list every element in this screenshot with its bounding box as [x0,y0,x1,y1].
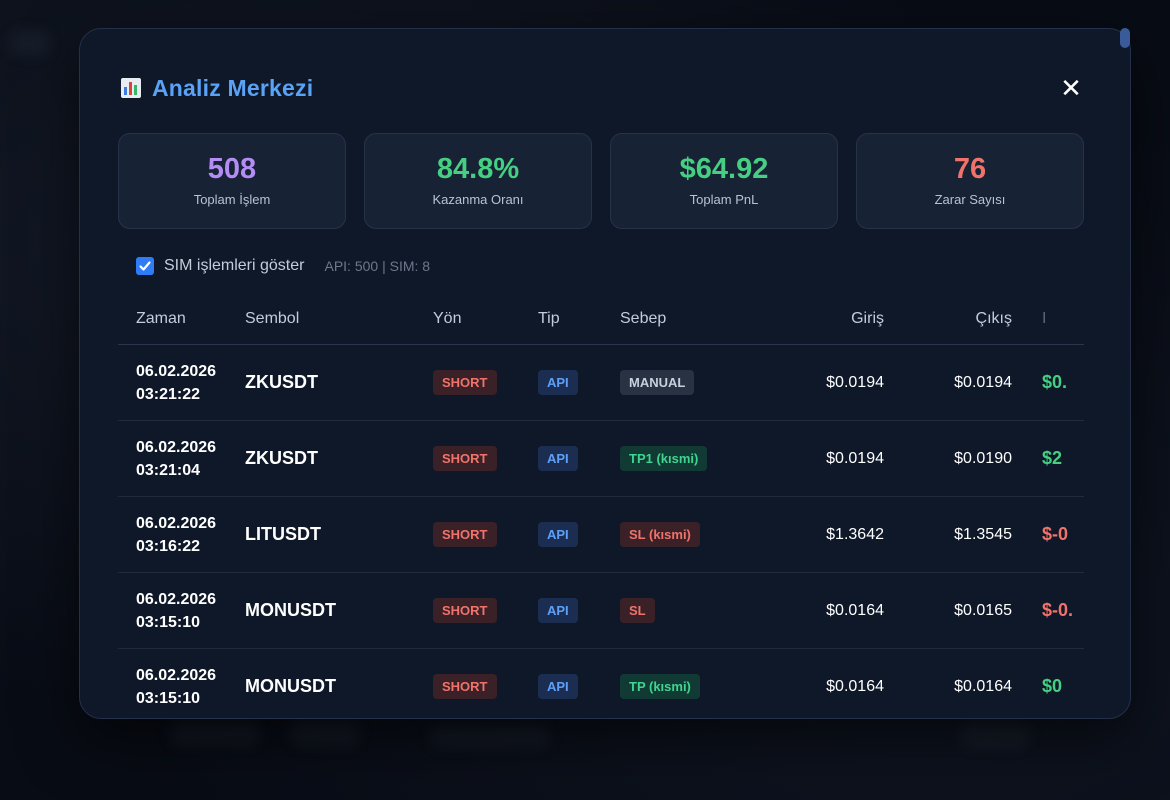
entry-price: $0.0194 [826,373,884,391]
trades-table: Zaman Sembol Yön Tip Sebep Giriş Çıkış I… [118,293,1084,718]
trade-date: 06.02.2026 [136,666,217,684]
header-symbol[interactable]: Sembol [245,309,300,327]
checkmark-icon [139,261,151,271]
trade-time: 03:16:22 [136,537,201,555]
stat-card-total-trades: 508 Toplam İşlem [118,133,346,229]
table-row[interactable]: 06.02.2026 03:21:04 ZKUSDT SHORT API TP1… [118,421,1084,497]
stat-label: Kazanma Oranı [432,192,524,207]
trade-symbol: MONUSDT [245,600,336,620]
trade-time: 03:15:10 [136,689,201,707]
stats-row: 508 Toplam İşlem 84.8% Kazanma Oranı $64… [118,133,1084,229]
trade-time: 03:21:22 [136,385,201,403]
modal-header: Analiz Merkezi ✕ [120,71,1090,105]
header-pnl[interactable]: I [1042,309,1047,327]
sim-counts: API: 500 | SIM: 8 [324,258,431,274]
pnl-value: $0 [1042,676,1063,696]
header-time[interactable]: Zaman [136,309,186,327]
trade-date: 06.02.2026 [136,590,217,608]
close-button[interactable]: ✕ [1060,72,1082,103]
direction-badge: SHORT [433,370,497,395]
header-reason[interactable]: Sebep [620,309,667,327]
time-cell: 06.02.2026 03:15:10 [118,664,245,710]
type-badge: API [538,446,578,471]
table-row[interactable]: 06.02.2026 03:15:10 MONUSDT SHORT API TP… [118,649,1084,718]
background-blur [290,720,360,746]
pnl-value: $0. [1042,372,1068,392]
modal-title: Analiz Merkezi [152,74,314,101]
type-badge: API [538,522,578,547]
reason-badge: TP (kısmi) [620,674,700,699]
stat-card-win-rate: 84.8% Kazanma Oranı [364,133,592,229]
reason-badge: TP1 (kısmi) [620,446,708,471]
background-blur [10,30,50,56]
stat-card-loss-count: 76 Zarar Sayısı [856,133,1084,229]
exit-price: $1.3545 [954,525,1012,543]
reason-badge: SL [620,598,655,623]
direction-badge: SHORT [433,674,497,699]
type-badge: API [538,674,578,699]
stat-label: Toplam İşlem [193,192,271,207]
exit-price: $0.0165 [954,601,1012,619]
sim-filter: SIM işlemleri göster API: 500 | SIM: 8 [136,257,430,275]
pnl-value: $-0 [1042,524,1069,544]
entry-price: $0.0194 [826,449,884,467]
stat-value: $64.92 [679,153,769,185]
trade-symbol: MONUSDT [245,676,336,696]
background-blur [960,724,1030,748]
header-entry[interactable]: Giriş [851,309,884,327]
sim-checkbox[interactable] [136,257,154,275]
header-direction[interactable]: Yön [433,309,462,327]
entry-price: $1.3642 [826,525,884,543]
table-row[interactable]: 06.02.2026 03:15:10 MONUSDT SHORT API SL… [118,573,1084,649]
time-cell: 06.02.2026 03:21:22 [118,360,245,406]
analysis-modal: Analiz Merkezi ✕ 508 Toplam İşlem 84.8% … [79,28,1131,719]
exit-price: $0.0164 [954,677,1012,695]
trade-date: 06.02.2026 [136,438,217,456]
direction-badge: SHORT [433,522,497,547]
direction-badge: SHORT [433,598,497,623]
stat-value: 508 [207,153,257,185]
trade-date: 06.02.2026 [136,514,217,532]
entry-price: $0.0164 [826,677,884,695]
header-exit[interactable]: Çıkış [975,309,1012,327]
exit-price: $0.0194 [954,373,1012,391]
header-type[interactable]: Tip [538,309,560,327]
stat-card-total-pnl: $64.92 Toplam PnL [610,133,838,229]
reason-badge: SL (kısmi) [620,522,700,547]
trade-symbol: ZKUSDT [245,448,318,468]
exit-price: $0.0190 [954,449,1012,467]
table-header: Zaman Sembol Yön Tip Sebep Giriş Çıkış I [118,293,1084,345]
trade-time: 03:21:04 [136,461,201,479]
type-badge: API [538,598,578,623]
stat-label: Zarar Sayısı [934,192,1006,207]
pnl-value: $-0. [1042,600,1074,620]
trade-time: 03:15:10 [136,613,201,631]
time-cell: 06.02.2026 03:21:04 [118,436,245,482]
stat-label: Toplam PnL [689,192,759,207]
bar-chart-icon [121,78,141,98]
title-group: Analiz Merkezi [120,75,313,102]
entry-price: $0.0164 [826,601,884,619]
scrollbar-thumb[interactable] [1120,28,1130,48]
time-cell: 06.02.2026 03:16:22 [118,512,245,558]
time-cell: 06.02.2026 03:15:10 [118,588,245,634]
sim-checkbox-label[interactable]: SIM işlemleri göster [164,257,305,274]
background-blur [170,720,260,746]
trade-symbol: LITUSDT [245,524,321,544]
direction-badge: SHORT [433,446,497,471]
stat-value: 76 [953,153,987,185]
table-row[interactable]: 06.02.2026 03:21:22 ZKUSDT SHORT API MAN… [118,345,1084,421]
table-row[interactable]: 06.02.2026 03:16:22 LITUSDT SHORT API SL… [118,497,1084,573]
trade-symbol: ZKUSDT [245,372,318,392]
reason-badge: MANUAL [620,370,695,395]
stat-value: 84.8% [436,153,520,185]
type-badge: API [538,370,578,395]
pnl-value: $2 [1042,448,1063,468]
trade-date: 06.02.2026 [136,362,217,380]
background-blur [430,726,550,748]
